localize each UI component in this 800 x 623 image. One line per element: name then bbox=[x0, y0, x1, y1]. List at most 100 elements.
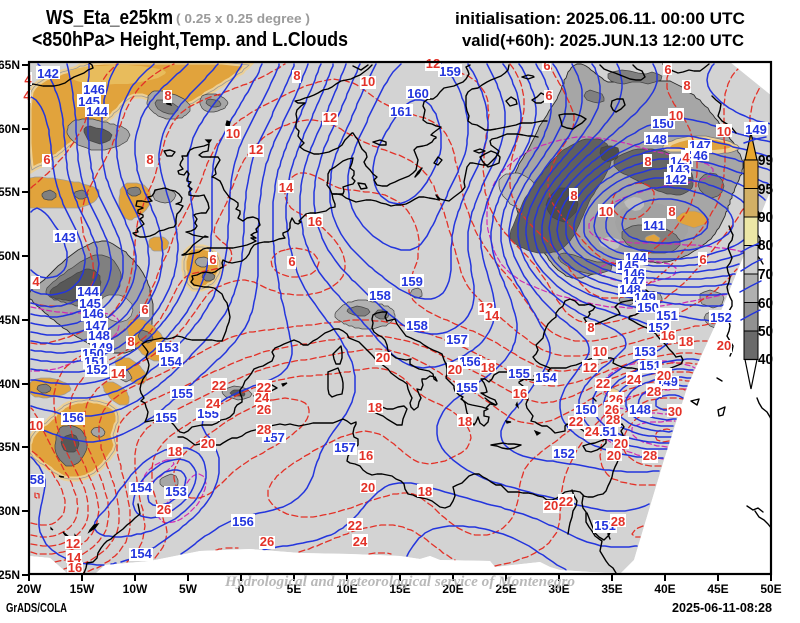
svg-text:153: 153 bbox=[165, 484, 187, 499]
svg-text:141: 141 bbox=[643, 218, 665, 233]
svg-text:25N: 25N bbox=[0, 568, 20, 582]
svg-text:22: 22 bbox=[348, 518, 362, 533]
svg-text:20: 20 bbox=[544, 498, 558, 513]
svg-text:12: 12 bbox=[249, 142, 263, 157]
svg-text:155: 155 bbox=[456, 380, 478, 395]
svg-text:22: 22 bbox=[257, 380, 271, 395]
svg-text:149: 149 bbox=[745, 122, 767, 137]
svg-text:8: 8 bbox=[668, 204, 675, 219]
svg-text:152: 152 bbox=[553, 446, 575, 461]
svg-text:40: 40 bbox=[758, 352, 773, 368]
svg-text:160: 160 bbox=[407, 86, 429, 101]
svg-text:5W: 5W bbox=[179, 582, 198, 596]
svg-text:50: 50 bbox=[758, 324, 773, 340]
svg-text:28: 28 bbox=[611, 514, 625, 529]
svg-text:20: 20 bbox=[448, 362, 462, 377]
svg-text:20: 20 bbox=[376, 350, 390, 365]
svg-text:25E: 25E bbox=[495, 582, 516, 596]
svg-text:6: 6 bbox=[43, 152, 50, 167]
svg-text:65N: 65N bbox=[0, 58, 20, 72]
svg-text:148: 148 bbox=[88, 328, 110, 343]
svg-text:5E: 5E bbox=[287, 582, 302, 596]
svg-text:16: 16 bbox=[308, 214, 322, 229]
svg-text:22: 22 bbox=[596, 376, 610, 391]
svg-text:12: 12 bbox=[66, 536, 80, 551]
svg-text:8: 8 bbox=[127, 334, 134, 349]
svg-text:152: 152 bbox=[710, 310, 732, 325]
svg-text:12: 12 bbox=[323, 110, 337, 125]
svg-text:GrADS/COLA: GrADS/COLA bbox=[6, 600, 67, 615]
svg-text:148: 148 bbox=[629, 402, 651, 417]
svg-text:10E: 10E bbox=[336, 582, 357, 596]
svg-text:6: 6 bbox=[545, 88, 552, 103]
svg-text:58: 58 bbox=[30, 472, 44, 487]
svg-text:30: 30 bbox=[668, 404, 682, 419]
svg-text:4: 4 bbox=[23, 88, 31, 103]
svg-text:WS_Eta_e25km: WS_Eta_e25km bbox=[46, 7, 173, 29]
svg-text:26: 26 bbox=[257, 402, 271, 417]
svg-text:8: 8 bbox=[164, 88, 171, 103]
svg-text:2025-06-11-08:28: 2025-06-11-08:28 bbox=[672, 600, 772, 615]
svg-text:151: 151 bbox=[595, 424, 617, 439]
svg-text:8: 8 bbox=[146, 152, 153, 167]
svg-text:70: 70 bbox=[758, 267, 773, 283]
svg-text:161: 161 bbox=[390, 104, 412, 119]
svg-text:146: 146 bbox=[83, 82, 105, 97]
svg-text:10: 10 bbox=[717, 124, 731, 139]
svg-text:28: 28 bbox=[647, 384, 661, 399]
svg-text:4: 4 bbox=[32, 274, 40, 289]
svg-text:28: 28 bbox=[257, 422, 271, 437]
svg-text:24: 24 bbox=[206, 396, 221, 411]
svg-text:45N: 45N bbox=[0, 313, 20, 327]
svg-text:14: 14 bbox=[67, 550, 82, 565]
svg-text:154: 154 bbox=[160, 354, 182, 369]
svg-text:26: 26 bbox=[157, 502, 171, 517]
svg-text:14: 14 bbox=[485, 308, 500, 323]
svg-text:146: 146 bbox=[82, 306, 104, 321]
svg-text:16: 16 bbox=[513, 386, 527, 401]
svg-text:30N: 30N bbox=[0, 504, 20, 518]
svg-text:6: 6 bbox=[699, 252, 706, 267]
svg-text:148: 148 bbox=[645, 132, 667, 147]
svg-text:158: 158 bbox=[406, 318, 428, 333]
svg-text:18: 18 bbox=[458, 414, 472, 429]
svg-text:8: 8 bbox=[293, 68, 300, 83]
svg-text:156: 156 bbox=[232, 514, 254, 529]
svg-text:24: 24 bbox=[255, 390, 270, 405]
svg-text:144: 144 bbox=[77, 284, 99, 299]
svg-text:28: 28 bbox=[606, 412, 620, 427]
svg-text:35E: 35E bbox=[601, 582, 622, 596]
svg-text:40E: 40E bbox=[654, 582, 675, 596]
svg-text:8: 8 bbox=[644, 154, 651, 169]
svg-text:16: 16 bbox=[359, 448, 373, 463]
svg-text:151: 151 bbox=[639, 358, 661, 373]
svg-text:10: 10 bbox=[669, 108, 683, 123]
svg-text:155: 155 bbox=[508, 366, 530, 381]
svg-text:24: 24 bbox=[627, 372, 642, 387]
svg-text:60N: 60N bbox=[0, 122, 20, 136]
svg-text:153: 153 bbox=[157, 340, 179, 355]
svg-text:Hydrological and meteorologica: Hydrological and meteorological service … bbox=[224, 574, 575, 590]
svg-text:6: 6 bbox=[543, 58, 550, 73]
svg-text:valid(+60h): 2025.JUN.13 12:00: valid(+60h): 2025.JUN.13 12:00 UTC bbox=[462, 31, 744, 50]
svg-text:<850hPa> Height,Temp. and L.Cl: <850hPa> Height,Temp. and L.Clouds bbox=[32, 29, 348, 51]
svg-text:20: 20 bbox=[657, 368, 671, 383]
svg-text:142: 142 bbox=[37, 66, 59, 81]
svg-text:10: 10 bbox=[361, 74, 375, 89]
svg-text:10: 10 bbox=[599, 204, 613, 219]
svg-text:144: 144 bbox=[86, 104, 108, 119]
svg-text:10W: 10W bbox=[123, 582, 148, 596]
svg-text:152: 152 bbox=[86, 362, 108, 377]
svg-text:18: 18 bbox=[679, 334, 693, 349]
svg-text:18: 18 bbox=[418, 484, 432, 499]
svg-text:8: 8 bbox=[587, 320, 594, 335]
svg-text:10: 10 bbox=[226, 126, 240, 141]
svg-text:50E: 50E bbox=[760, 582, 781, 596]
svg-text:154: 154 bbox=[535, 370, 557, 385]
svg-text:6: 6 bbox=[664, 62, 671, 77]
svg-text:14: 14 bbox=[279, 180, 294, 195]
svg-text:147: 147 bbox=[85, 318, 107, 333]
svg-text:80: 80 bbox=[758, 238, 773, 254]
svg-text:156: 156 bbox=[459, 354, 481, 369]
svg-text:18: 18 bbox=[368, 400, 382, 415]
